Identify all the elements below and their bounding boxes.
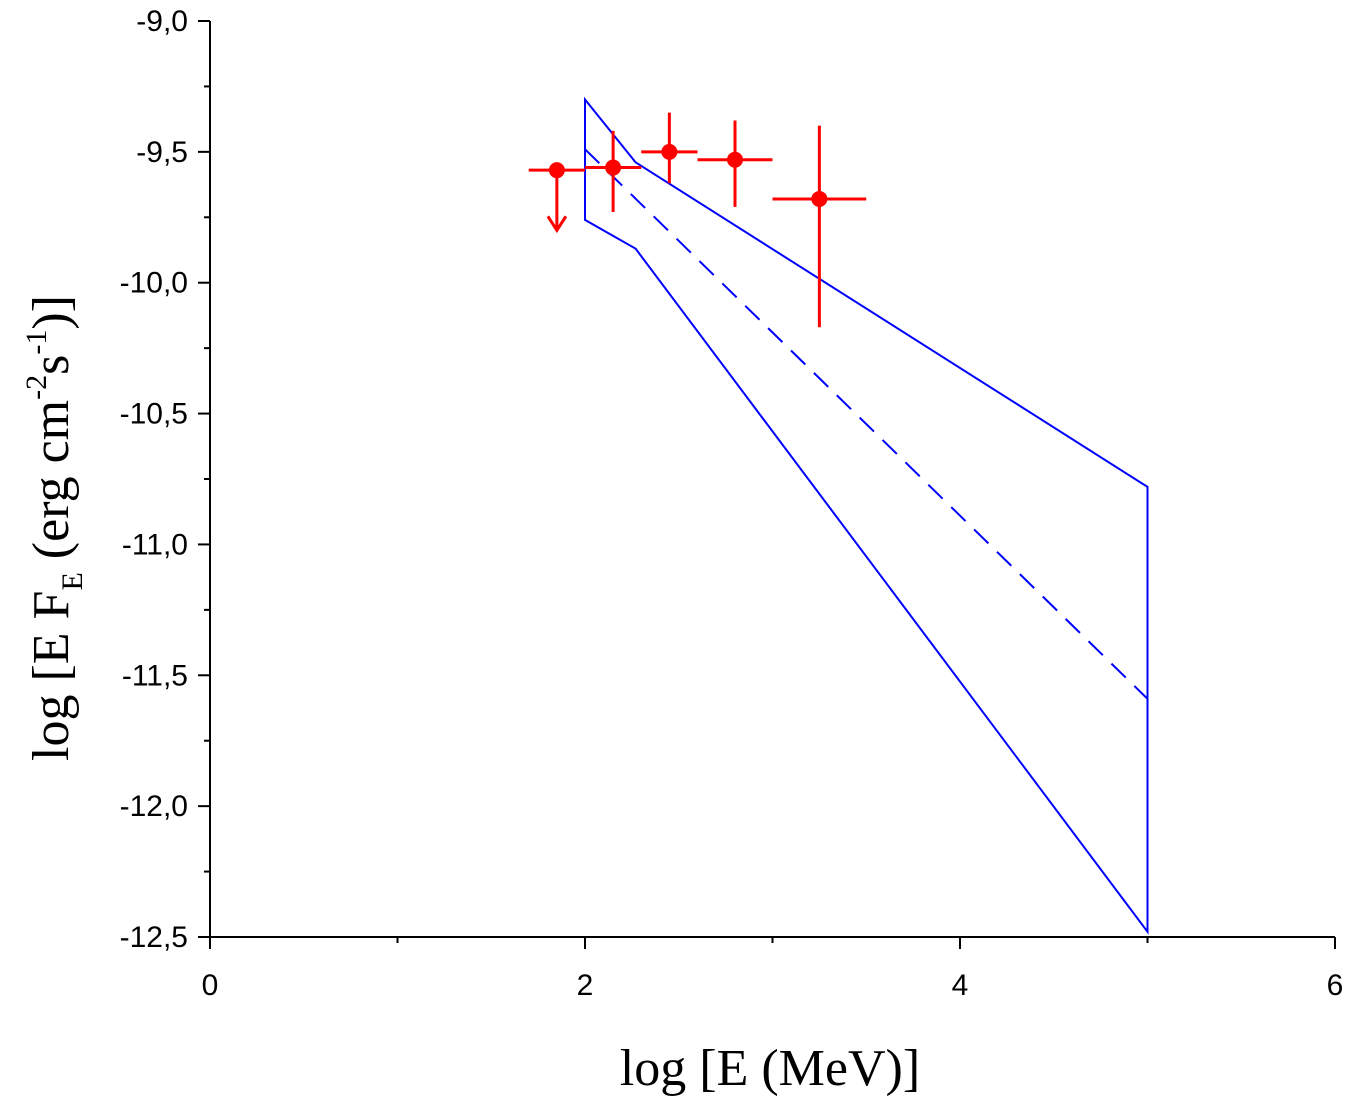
x-tick-label: 6 [1327, 969, 1344, 1002]
y-axis-title: log [E FE (erg cm-2s-1)] [20, 295, 89, 761]
data-point [548, 162, 565, 179]
x-tick-label: 4 [952, 969, 969, 1002]
y-tick-label: -12,5 [120, 921, 188, 954]
data-point [811, 190, 828, 207]
y-axis-title-suffix: )] [23, 295, 80, 330]
y-tick-label: -10,0 [120, 267, 188, 300]
x-axis-title: log [E (MeV)] [620, 1040, 920, 1097]
y-axis-title-prefix: log [E F [23, 591, 80, 761]
butterfly-envelope [584, 96, 1149, 935]
y-tick-label: -11,0 [122, 528, 188, 561]
y-tick-label: -11,5 [122, 659, 188, 692]
y-axis-title-middle: (erg cm [23, 400, 80, 572]
y-axis-title-s: s [23, 355, 80, 375]
axes: -9,0 -9,5 -10,0 -10,5 -11,0 -11,5 -12,0 -12,5 0 2… [120, 5, 1344, 1002]
svg-text:log [E FE (erg cm-2s-1)]: log [E FE (erg cm-2s-1)] [20, 295, 89, 761]
y-axis-title-sup1: -2 [20, 375, 53, 400]
plot-area [528, 96, 1149, 935]
y-tick-label: -9,0 [136, 5, 188, 38]
data-point [727, 151, 743, 168]
data-point [661, 143, 678, 160]
best-fit-line [584, 148, 1149, 700]
y-tick-label: -10,5 [120, 398, 188, 431]
upper-limit-arrow-head [546, 215, 568, 234]
x-tick-label: 0 [202, 969, 219, 1002]
y-axis-title-subscript: E [56, 572, 89, 590]
y-tick-label: -9,5 [136, 136, 188, 169]
x-tick-label: 2 [577, 969, 594, 1002]
y-axis-title-sup2: -1 [20, 330, 53, 355]
data-point [605, 159, 622, 176]
y-tick-label: -12,0 [120, 790, 188, 823]
